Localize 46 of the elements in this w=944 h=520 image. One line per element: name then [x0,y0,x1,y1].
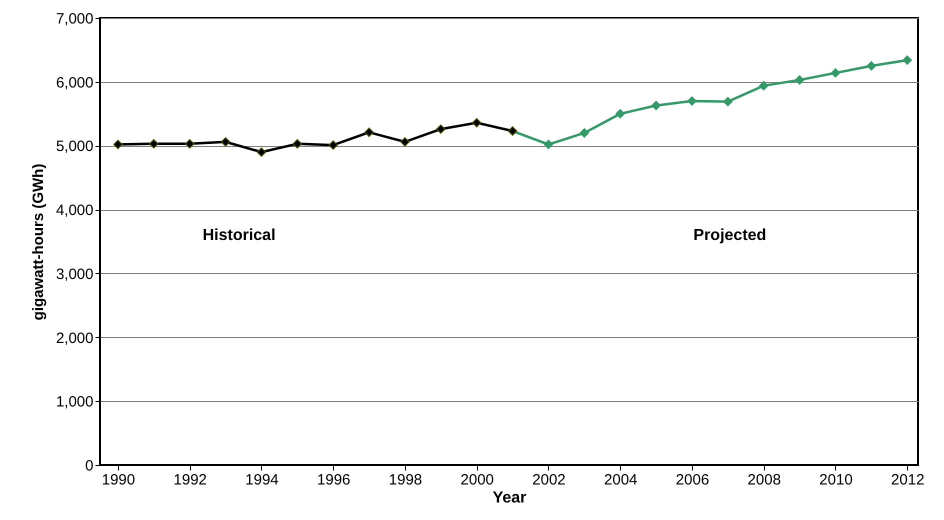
y-tick-label: 7,000 [56,10,94,28]
point [256,147,266,157]
annotation: Historical [202,226,276,244]
point [220,137,230,147]
point [794,75,804,85]
x-tick-label: 2008 [748,472,781,488]
x-tick-label: 2006 [676,472,710,488]
point [113,140,123,150]
x-tick-label: 1990 [102,472,136,488]
x-tick-label: 1994 [245,472,279,488]
point [580,128,590,138]
point [544,140,554,150]
x-axis-title: Year [492,490,526,506]
annotation: Projected [693,226,766,244]
point [328,140,338,150]
point [830,68,840,78]
point [185,139,194,148]
x-tick-label: 2000 [460,472,494,488]
point [759,81,768,90]
x-tick-label: 1992 [174,472,207,488]
point [400,137,410,147]
point [687,96,697,106]
point [866,61,876,71]
point [902,55,912,65]
x-tick-label: 2002 [532,472,566,488]
point [472,118,482,128]
x-tick-label: 2004 [604,472,638,488]
point [616,109,625,118]
y-tick-label: 5,000 [56,138,94,156]
x-tick-label: 1998 [388,472,422,488]
x-tick-label: 2010 [819,472,853,488]
y-axis-title: gigawatt-hours (GWh) [30,164,47,320]
point [149,139,158,148]
y-tick-label: 3,000 [56,266,94,283]
point [723,96,733,106]
point [364,128,374,137]
point [436,124,446,134]
y-tick-label: 0 [85,458,94,474]
x-tick-label: 2012 [891,472,924,488]
y-tick-label: 2,000 [56,330,94,347]
point [651,100,661,110]
y-tick-label: 1,000 [56,394,94,411]
y-tick-label: 6,000 [56,74,94,92]
y-tick-label: 4,000 [56,202,94,220]
point [292,139,302,148]
x-tick-label: 1996 [317,472,350,488]
